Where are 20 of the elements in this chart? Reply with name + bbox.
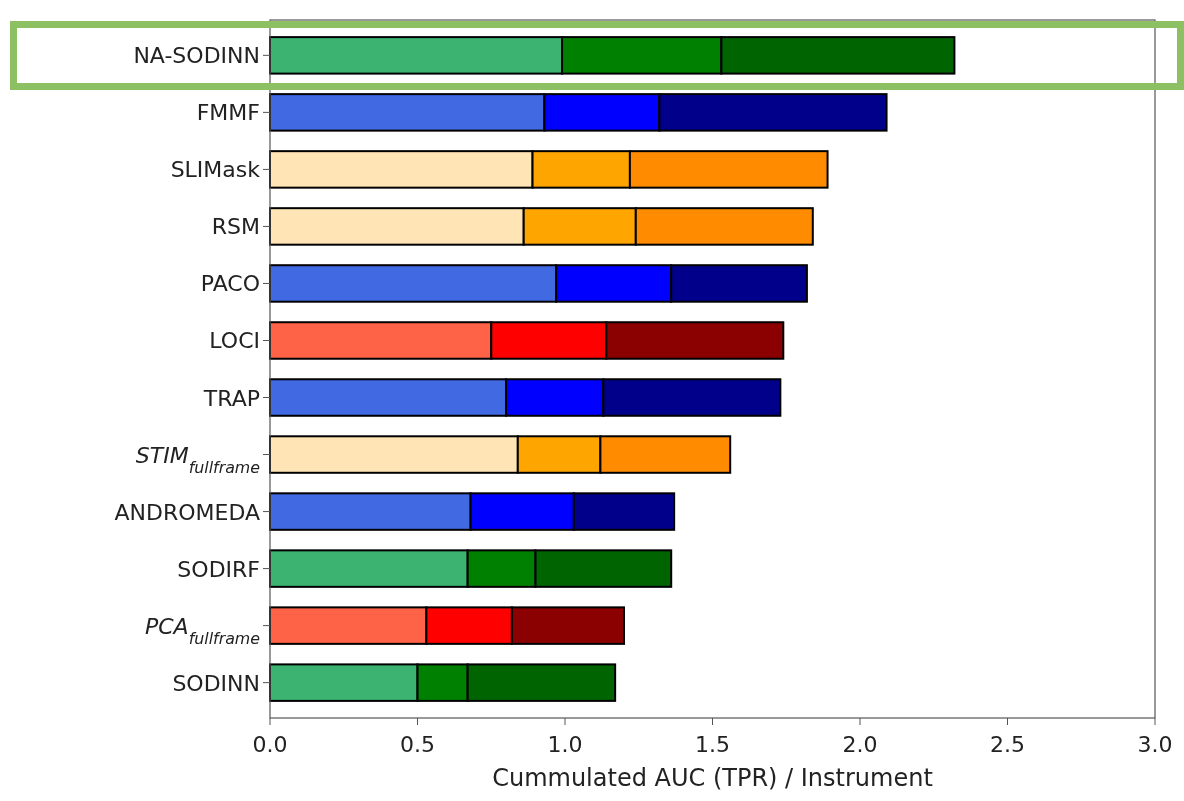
y-tick-label: ANDROMEDA — [114, 499, 260, 525]
x-tick-label: 1.0 — [547, 732, 583, 757]
x-tick-label: 0.5 — [400, 732, 435, 757]
y-tick-label: TRAP — [202, 385, 260, 411]
y-tick-label: STIM$_{fullframe}$ — [135, 442, 261, 477]
x-tick-label: 3.0 — [1137, 732, 1173, 757]
y-tick-label: LOCI — [209, 328, 260, 354]
y-tick-label: SODIRF — [177, 556, 260, 582]
x-tick-label: 1.5 — [695, 732, 730, 757]
y-tick-label: PACO — [200, 271, 260, 297]
y-tick-label: SLIMask — [170, 157, 261, 183]
y-tick-label: NA-SODINN — [133, 43, 260, 69]
x-tick-label: 2.5 — [990, 732, 1025, 757]
x-axis-title: Cummulated AUC (TPR) / Instrument — [492, 764, 933, 792]
y-tick-label: FMMF — [196, 100, 260, 126]
x-tick-label: 2.0 — [842, 732, 878, 757]
x-tick-label: 0.0 — [252, 732, 288, 757]
y-tick-label: RSM — [211, 214, 260, 240]
y-tick-label: PCA$_{fullframe}$ — [144, 613, 261, 648]
y-tick-label: SODINN — [172, 670, 260, 696]
